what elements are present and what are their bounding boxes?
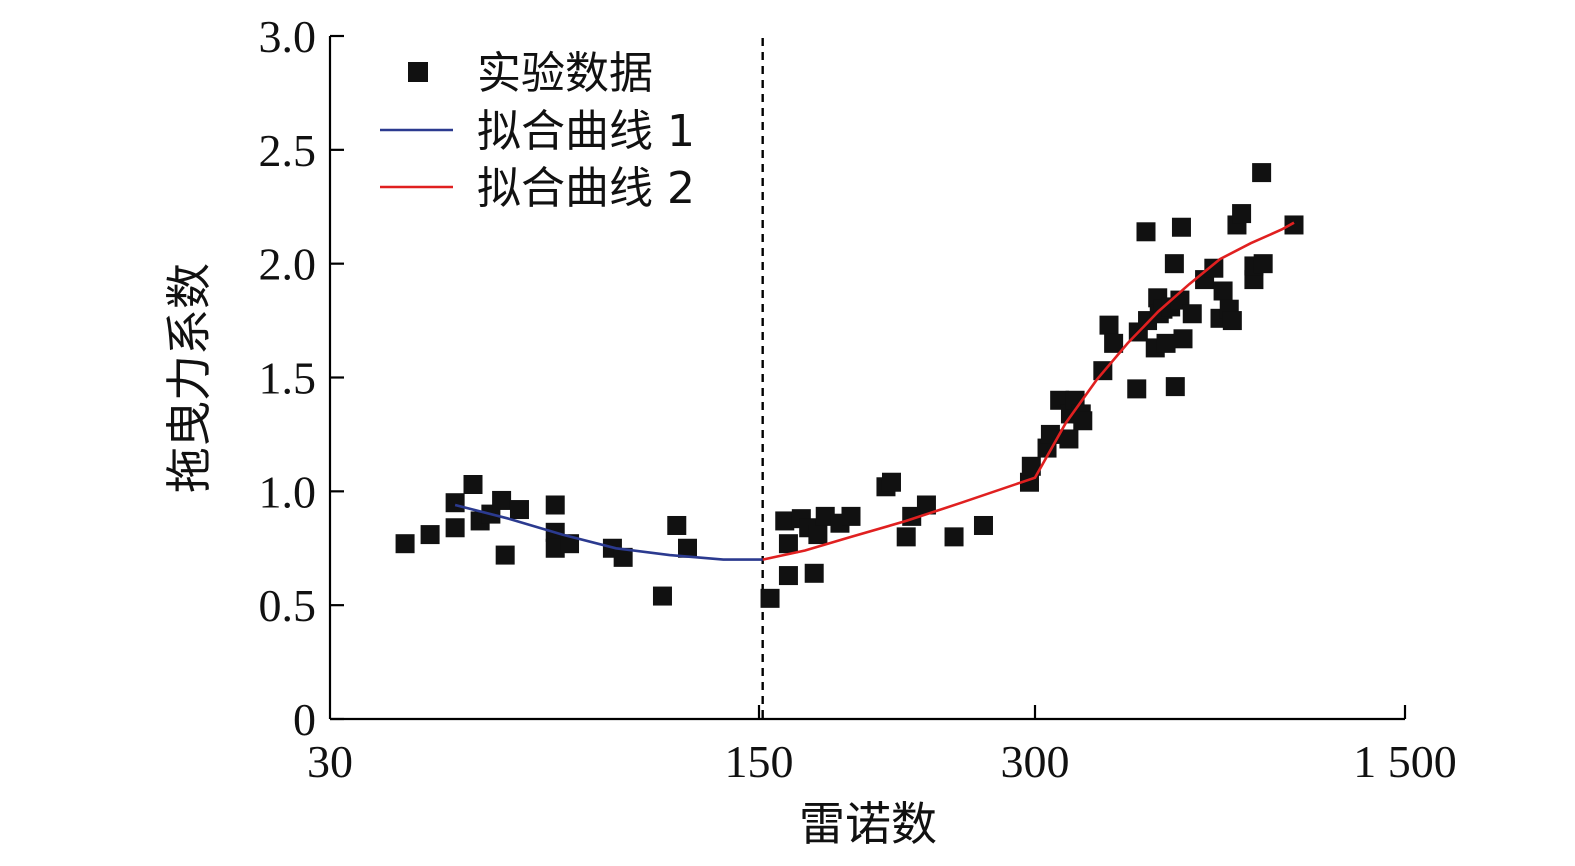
x-tick-label: 30 [307,736,353,787]
data-point [1284,215,1304,235]
data-point [492,490,512,510]
data-point [1253,254,1273,274]
legend-label: 拟合曲线 1 [477,106,695,157]
data-point [463,475,483,495]
data-point [1040,424,1060,444]
data-point [495,545,515,565]
data-point [1059,429,1079,449]
data-point [1222,311,1242,331]
data-point [804,563,824,583]
y-tick-label: 2.0 [259,239,317,290]
data-point [420,525,440,545]
axes: 0 0.5 1.0 1.5 2.0 2.5 3.0 30 150 300 1 500 [259,11,1457,787]
data-point [1173,329,1193,349]
data-point [841,506,861,526]
data-point [881,472,901,492]
data-point [1104,333,1124,353]
y-tick-label: 1.0 [259,466,317,517]
legend-label: 实验数据 [477,48,653,99]
y-tick-label: 0 [293,694,316,745]
data-point [1252,163,1272,183]
data-point [1213,281,1233,301]
data-point [545,495,565,515]
data-point [1099,315,1119,335]
data-point [1171,217,1191,237]
fit-curve-1 [454,503,763,561]
fit-curve-2 [762,221,1295,561]
data-point [815,506,835,526]
data-point [808,525,828,545]
data-point [1021,456,1041,476]
data-point [896,527,916,547]
data-point [395,534,415,554]
data-point [613,547,633,567]
data-point [1182,304,1202,324]
x-tick-label: 150 [725,736,794,787]
data-point [667,515,687,535]
data-point [778,566,798,586]
data-point [760,588,780,608]
legend-label: 拟合曲线 2 [477,163,695,214]
data-point [1136,222,1156,242]
data-point [1127,379,1147,399]
data-point [778,534,798,554]
data-point [545,538,565,558]
data-point [1073,411,1093,431]
data-point [1204,258,1224,278]
x-axis-title: 雷诺数 [799,797,937,851]
data-point [944,527,964,547]
data-point [775,511,795,531]
data-point [916,495,936,515]
data-point [509,500,529,520]
x-tick-label: 300 [1001,736,1070,787]
y-tick-label: 2.5 [259,125,317,176]
legend-marker [408,62,428,82]
y-axis-title: 拖曳力系数 [162,263,216,493]
y-tick-label: 1.5 [259,353,317,404]
data-point [973,515,993,535]
data-point [445,518,465,538]
x-tick-label: 1 500 [1353,736,1457,787]
data-point [678,538,697,558]
data-point [445,493,465,513]
plot-area [395,38,1304,719]
data-point [652,586,672,606]
data-point [1232,204,1252,224]
data-point [1156,333,1176,353]
data-point [1164,254,1184,274]
data-point [1165,377,1185,397]
y-tick-label: 3.0 [259,11,317,62]
y-tick-label: 0.5 [259,580,317,631]
